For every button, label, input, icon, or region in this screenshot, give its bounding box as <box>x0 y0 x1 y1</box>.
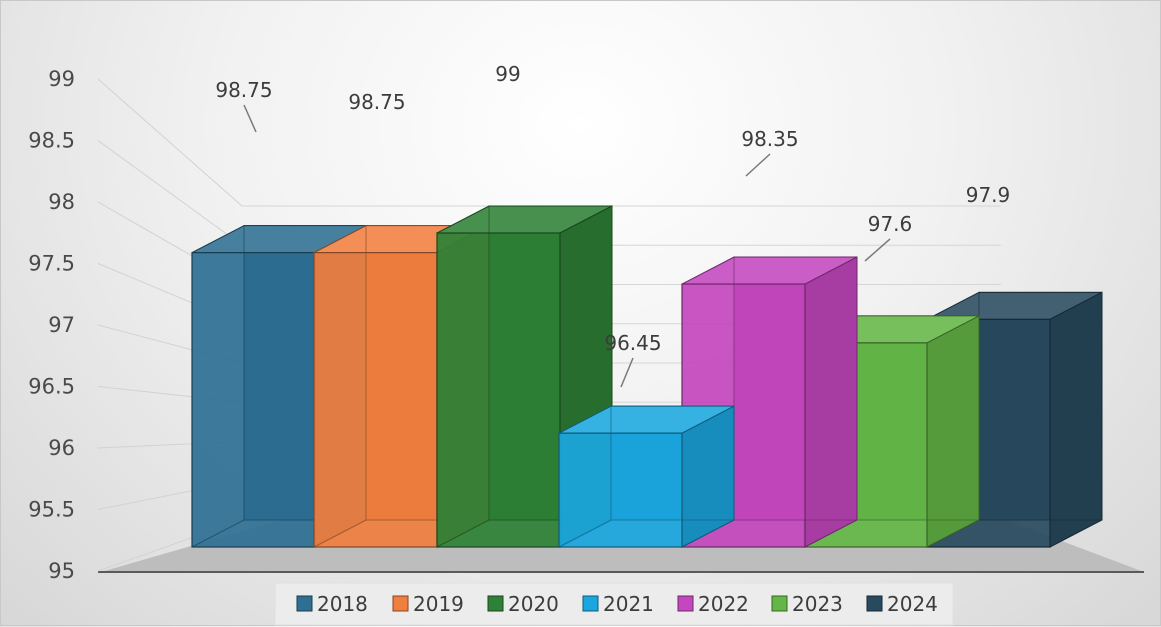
bar-inner-edge <box>313 519 367 548</box>
legend-swatch-2018 <box>296 595 313 612</box>
gridline-side <box>97 140 243 246</box>
bar-side-face <box>1049 291 1103 548</box>
bar-2018 <box>191 252 316 548</box>
legend-label-2022: 2022 <box>698 592 749 616</box>
data-label-2021: 96.45 <box>604 331 661 355</box>
legend-swatch-2019 <box>392 595 409 612</box>
data-label-leader <box>243 104 257 133</box>
legend-swatch-2023 <box>771 595 788 612</box>
data-label-2020: 99 <box>495 62 520 86</box>
legend-swatch-2020 <box>487 595 504 612</box>
y-tick-label: 98 <box>48 190 75 214</box>
data-label-2018: 98.75 <box>215 78 272 102</box>
legend-label-2024: 2024 <box>887 592 938 616</box>
y-tick-label: 97.5 <box>28 252 75 276</box>
data-label-leader <box>745 153 771 177</box>
bar-side-face <box>804 256 858 548</box>
y-tick-label: 96.5 <box>28 375 75 399</box>
data-label-2024: 97.9 <box>966 183 1011 207</box>
bar-side-face <box>926 315 980 548</box>
y-tick-label: 95.5 <box>28 498 75 522</box>
bar-2020 <box>436 232 561 548</box>
data-label-2023: 97.6 <box>868 212 913 236</box>
legend-box <box>274 582 954 626</box>
bar-2019 <box>313 252 438 548</box>
bar-inner-edge <box>558 519 612 548</box>
legend-swatch-2021 <box>582 595 599 612</box>
data-label-leader <box>620 357 634 388</box>
gridline-side <box>97 78 243 207</box>
bar-inner-edge <box>191 519 245 548</box>
legend-label-2023: 2023 <box>792 592 843 616</box>
legend-swatch-2024 <box>866 595 883 612</box>
legend-label-2019: 2019 <box>413 592 464 616</box>
y-tick-label: 95 <box>48 559 75 583</box>
data-label-leader <box>864 238 891 262</box>
legend-label-2021: 2021 <box>603 592 654 616</box>
y-tick-label: 97 <box>48 313 75 337</box>
bar-inner-edge <box>436 519 490 548</box>
legend-label-2020: 2020 <box>508 592 559 616</box>
y-tick-label: 98.5 <box>28 129 75 153</box>
data-label-2022: 98.35 <box>741 127 798 151</box>
data-label-2019: 98.75 <box>348 90 405 114</box>
legend-swatch-2022 <box>677 595 694 612</box>
legend-label-2018: 2018 <box>317 592 368 616</box>
bar-2021 <box>558 432 683 548</box>
y-tick-label: 99 <box>48 67 75 91</box>
y-tick-label: 96 <box>48 436 75 460</box>
